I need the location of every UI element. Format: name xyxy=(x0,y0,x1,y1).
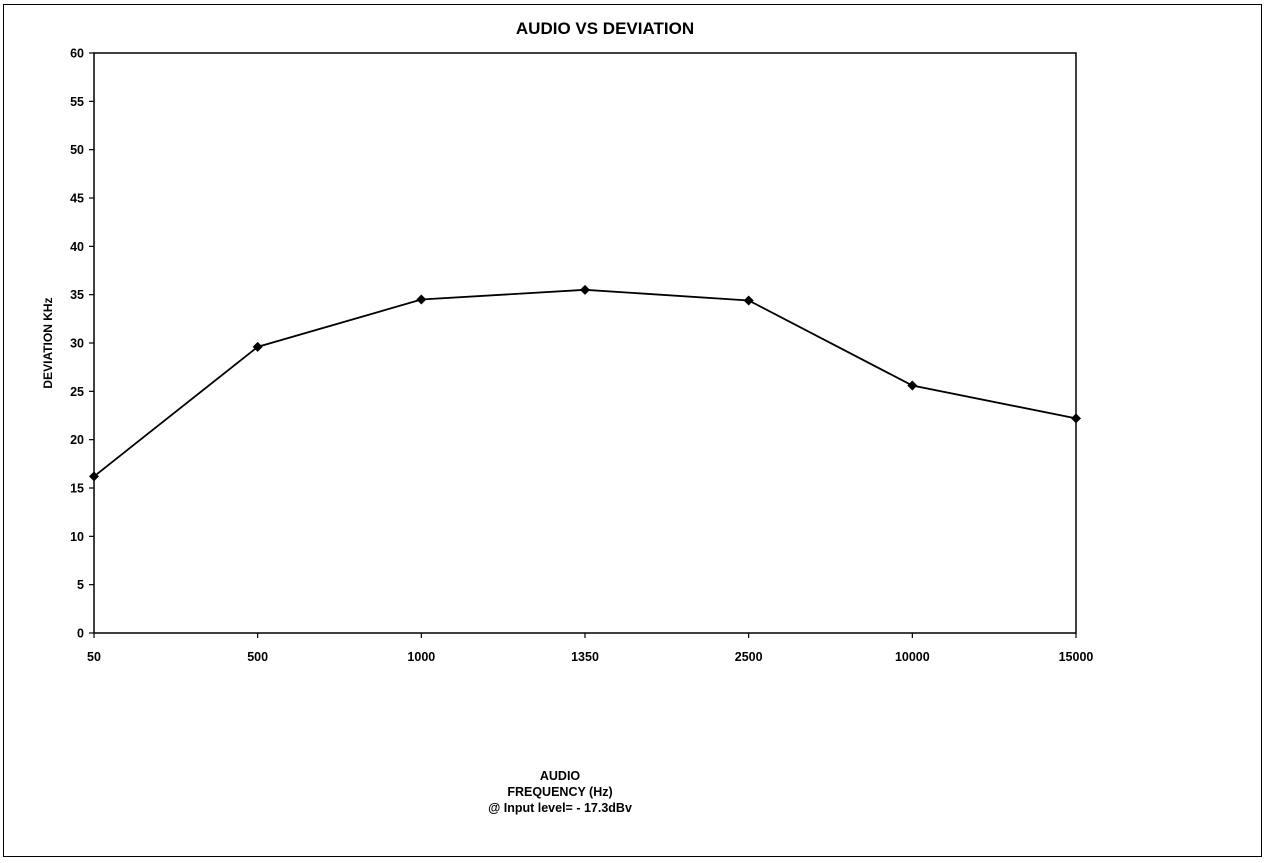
x-axis-label-line-1: AUDIO xyxy=(539,769,581,783)
y-tick-label: 50 xyxy=(70,143,84,157)
y-tick-label: 40 xyxy=(70,240,84,254)
x-axis-label: AUDIO FREQUENCY (Hz) @ Input level= - 17… xyxy=(360,768,760,816)
data-point xyxy=(89,471,99,482)
y-tick-label: 5 xyxy=(77,578,84,592)
x-tick-label: 1000 xyxy=(407,650,435,664)
y-tick-label: 0 xyxy=(77,627,84,641)
data-point xyxy=(1071,413,1081,424)
x-tick-label: 10000 xyxy=(895,650,930,664)
x-tick-label: 2500 xyxy=(735,650,763,664)
x-tick-label: 500 xyxy=(247,650,268,664)
series-line xyxy=(93,288,1077,478)
chart-frame xyxy=(3,4,1262,857)
x-tick-label: 15000 xyxy=(1059,650,1094,664)
y-tick-label: 10 xyxy=(70,530,84,544)
data-point xyxy=(252,341,263,352)
y-tick-label: 60 xyxy=(70,47,84,61)
x-tick-label: 1350 xyxy=(571,650,599,664)
data-point xyxy=(580,284,590,295)
data-point xyxy=(416,294,427,305)
x-axis-label-line-2: FREQUENCY (Hz) xyxy=(507,785,613,799)
data-point xyxy=(743,295,754,306)
y-tick-label: 35 xyxy=(70,288,84,302)
plot-area xyxy=(93,52,1077,634)
y-tick-label: 45 xyxy=(70,192,84,206)
y-tick-label: 15 xyxy=(70,482,84,496)
x-axis-label-line-3: @ Input level= - 17.3dBv xyxy=(488,801,632,815)
chart-title: AUDIO VS DEVIATION xyxy=(515,19,695,38)
y-tick-label: 25 xyxy=(70,385,84,399)
y-tick-label: 20 xyxy=(70,433,84,447)
y-tick-label: 55 xyxy=(70,95,84,109)
y-tick-label: 30 xyxy=(70,337,84,351)
x-tick-label: 50 xyxy=(87,650,101,664)
data-point xyxy=(907,380,918,391)
